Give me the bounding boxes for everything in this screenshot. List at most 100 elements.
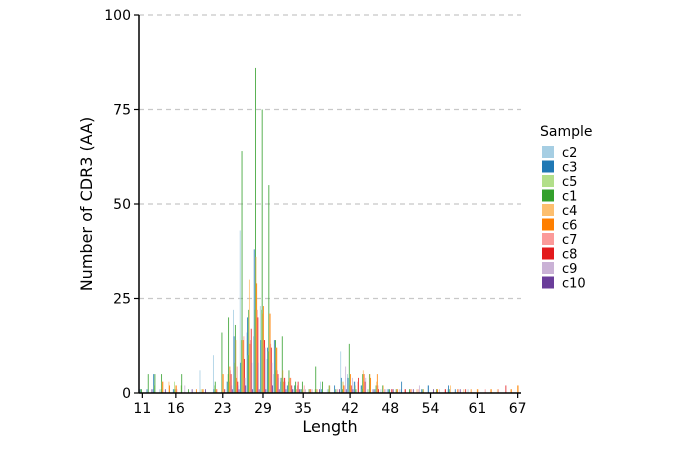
bar-c9 xyxy=(184,385,186,393)
bar-c1 xyxy=(422,389,424,393)
bar-c10 xyxy=(285,389,287,393)
bar-c7 xyxy=(277,370,278,393)
bar-c4 xyxy=(289,377,290,393)
bar-c4 xyxy=(228,381,230,393)
x-tick-label: 29 xyxy=(254,401,272,417)
bar-c5 xyxy=(301,389,303,393)
bar-c8 xyxy=(250,328,252,393)
bar-c6 xyxy=(370,377,372,393)
bar-c1 xyxy=(181,374,183,393)
bar-c7 xyxy=(290,377,292,393)
bar-c4 xyxy=(517,385,518,393)
bar-c10 xyxy=(164,389,166,393)
bar-c7 xyxy=(411,389,412,393)
legend-label-c4: c4 xyxy=(562,204,577,219)
bar-c2 xyxy=(360,385,362,393)
bar-c7 xyxy=(344,385,345,393)
legend-label-c7: c7 xyxy=(562,233,577,248)
bar-c5 xyxy=(200,389,202,393)
bar-c9 xyxy=(291,385,293,393)
bar-c1 xyxy=(382,385,384,393)
bar-c8 xyxy=(230,374,232,393)
bar-c9 xyxy=(418,385,420,393)
bar-c7 xyxy=(297,385,298,393)
bar-c2 xyxy=(320,381,322,393)
bar-c9 xyxy=(251,362,253,393)
bar-c9 xyxy=(345,366,347,393)
bar-c2 xyxy=(367,389,368,393)
bar-c3 xyxy=(287,385,289,393)
bar-c4 xyxy=(362,370,364,393)
bar-c7 xyxy=(498,389,499,393)
bar-c3 xyxy=(240,362,242,393)
bar-c6 xyxy=(316,389,318,393)
x-tick-label: 61 xyxy=(469,401,487,417)
bar-c3 xyxy=(280,377,282,393)
bar-c7 xyxy=(176,389,178,393)
bar-c2 xyxy=(286,385,288,393)
bar-c8 xyxy=(445,389,446,393)
bar-c5 xyxy=(287,381,289,393)
bar-c2 xyxy=(239,230,241,393)
bar-c6 xyxy=(202,389,204,393)
bar-c1 xyxy=(154,374,156,393)
bar-c4 xyxy=(255,256,257,393)
bar-c6 xyxy=(283,381,284,393)
grid-lines xyxy=(139,14,521,300)
bar-c6 xyxy=(262,306,264,393)
y-axis-label: Number of CDR3 (AA) xyxy=(77,117,96,292)
bar-c10 xyxy=(345,389,347,393)
bar-c8 xyxy=(244,358,245,393)
bar-c1 xyxy=(449,389,451,393)
bar-c3 xyxy=(401,381,403,393)
x-tick-label: 42 xyxy=(341,401,359,417)
bar-c4 xyxy=(202,389,203,393)
bar-c3 xyxy=(213,389,215,393)
bar-c5 xyxy=(314,389,316,393)
bar-c9 xyxy=(385,389,387,393)
legend-swatch-c9 xyxy=(542,262,554,274)
bar-c3 xyxy=(139,389,141,393)
bar-c9 xyxy=(264,347,266,393)
legend-swatch-c2 xyxy=(542,146,554,158)
bar-c4 xyxy=(349,385,351,393)
bar-c6 xyxy=(216,389,217,393)
bar-c8 xyxy=(257,317,259,393)
bar-c8 xyxy=(358,377,359,393)
bar-c1 xyxy=(268,185,270,393)
bar-c1 xyxy=(147,374,149,393)
bar-c7 xyxy=(357,381,359,393)
bar-c4 xyxy=(450,385,451,393)
bar-c7 xyxy=(270,343,272,393)
bar-c1 xyxy=(295,381,297,393)
bar-c1 xyxy=(368,374,370,393)
bar-c9 xyxy=(231,385,233,393)
bar-c3 xyxy=(340,377,342,393)
bar-c2 xyxy=(159,389,161,393)
bar-c10 xyxy=(205,389,206,393)
y-tick-label: 100 xyxy=(104,8,131,24)
bar-c2 xyxy=(280,381,281,393)
bar-c7 xyxy=(377,385,379,393)
bar-c6 xyxy=(517,385,519,393)
bar-c6 xyxy=(510,389,512,393)
bar-c1 xyxy=(261,109,263,393)
bar-c9 xyxy=(439,389,440,393)
bar-c1 xyxy=(161,374,163,393)
bar-c10 xyxy=(238,389,240,393)
bar-c1 xyxy=(241,151,243,393)
bar-c4 xyxy=(423,389,425,393)
x-tick-label: 11 xyxy=(133,401,151,417)
x-tick-label: 67 xyxy=(509,401,527,417)
bar-c10 xyxy=(272,385,273,393)
legend-label-c8: c8 xyxy=(562,248,577,263)
bar-c1 xyxy=(389,389,390,393)
bar-c4 xyxy=(242,340,244,393)
bar-c7 xyxy=(250,340,251,393)
bar-c7 xyxy=(457,389,459,393)
bar-c7 xyxy=(337,389,339,393)
bar-c10 xyxy=(372,389,374,393)
x-tick-label: 23 xyxy=(214,401,232,417)
bar-c3 xyxy=(294,385,295,393)
bar-c6 xyxy=(249,343,251,393)
